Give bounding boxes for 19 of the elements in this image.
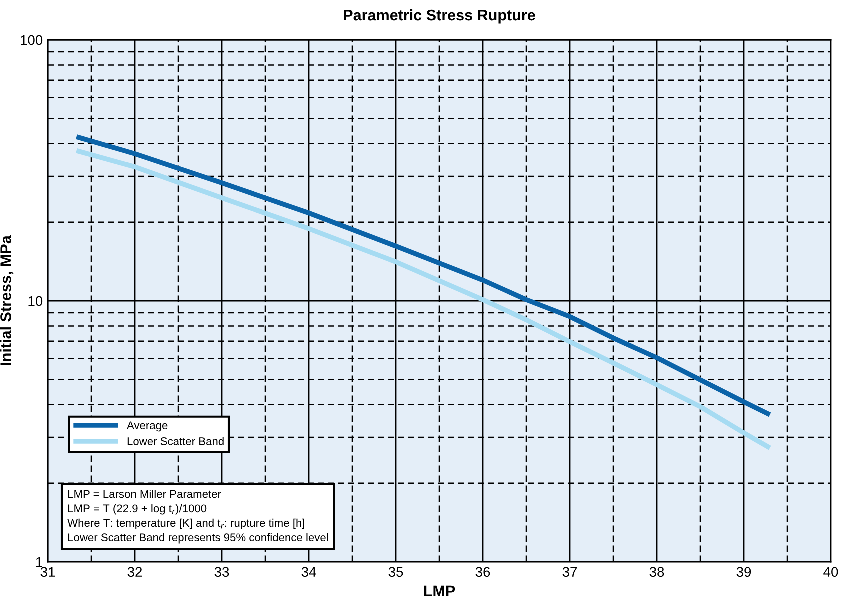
x-tick-label: 34 — [302, 567, 316, 578]
chart-title: Parametric Stress Rupture — [344, 9, 536, 24]
x-tick-label: 36 — [476, 567, 490, 578]
x-axis-title: LMP — [424, 586, 456, 596]
x-tick-label: 37 — [562, 567, 578, 578]
x-tick-label: 40 — [824, 567, 838, 578]
y-tick-label: 10 — [28, 296, 43, 306]
legend-label: Lower Scatter Band — [128, 437, 224, 446]
annotation: LMP = Larson Miller Parameter LMP = T (22.9 + log t$_{r}$)/1000 Where T: temperature [K] and t$_{r}$: rupture time [h] Lower Scatter Band represents 95% confidence level — [68, 490, 328, 544]
legend-label: Average — [127, 422, 168, 432]
x-tick-label: 32 — [128, 567, 142, 578]
y-tick-label: 1 — [36, 557, 42, 568]
x-tick-label: 31 — [40, 567, 56, 578]
x-tick-label: 33 — [214, 567, 230, 578]
y-tick-label: 100 — [21, 35, 43, 46]
y-axis-title: Initial Stress, MPa — [0, 236, 14, 366]
x-tick-label: 35 — [388, 567, 404, 578]
x-tick-label: 39 — [736, 567, 752, 578]
x-tick-label: 38 — [650, 567, 664, 578]
